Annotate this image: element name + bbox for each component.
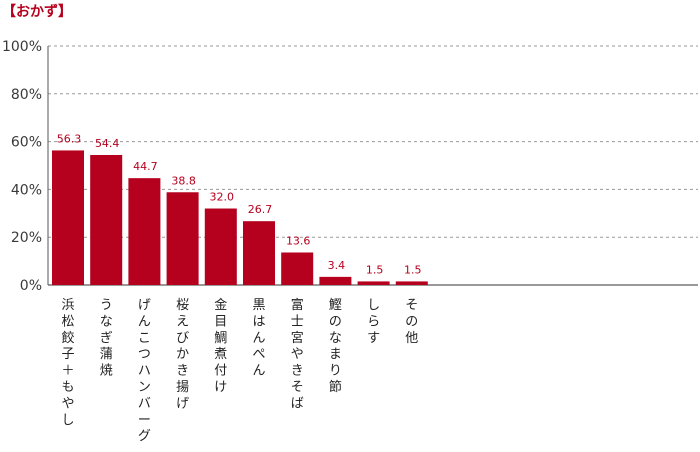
- category-label: うなぎ蒲焼: [100, 298, 113, 379]
- y-axis: 0% 20% 40% 60% 80% 100%: [2, 39, 698, 294]
- y-tick-label: 60%: [11, 135, 42, 151]
- data-label: 3.4: [328, 259, 346, 272]
- data-label: 13.6: [286, 234, 311, 247]
- grid-lines: [48, 45, 698, 238]
- chart-title: 【おかず】: [2, 4, 72, 20]
- data-label: 1.5: [404, 263, 422, 276]
- data-label: 56.3: [57, 132, 82, 145]
- data-label: 44.7: [133, 160, 158, 173]
- bar: [204, 208, 237, 285]
- y-tick-label: 100%: [2, 39, 42, 55]
- y-tick-label: 80%: [11, 87, 42, 103]
- category-label: 金目鯛煮付け: [214, 297, 227, 395]
- bar: [243, 221, 275, 285]
- bar: [128, 178, 161, 285]
- category-label: その他: [405, 298, 418, 346]
- bar: [90, 154, 123, 285]
- category-label: しらす: [367, 298, 380, 346]
- bar: [52, 150, 84, 285]
- category-label: 富士宮やきそば: [291, 297, 304, 411]
- category-label: 黒はんぺん: [252, 298, 265, 379]
- bar: [357, 281, 390, 285]
- bar: [319, 276, 352, 285]
- data-label: 1.5: [366, 263, 384, 276]
- category-label: 浜松餃子＋もやし: [61, 298, 74, 428]
- data-label: 38.8: [171, 174, 196, 187]
- data-labels: 56.3 54.4 44.7 38.8 32.0 26.7 13.6 3.4 1.5 1.5: [57, 132, 422, 276]
- data-label: 54.4: [95, 137, 120, 150]
- y-tick-label: 0%: [20, 278, 42, 294]
- bar: [166, 192, 199, 285]
- data-label: 26.7: [248, 203, 273, 216]
- category-label: 鰹のなまり節: [329, 298, 342, 395]
- category-labels: 浜松餃子＋もやし うなぎ蒲焼 げんこつハンバーグ 桜えびかき揚げ 金目鯛煮付け 黒はんぺん…: [61, 297, 418, 444]
- bar: [395, 281, 428, 285]
- y-tick-label: 40%: [11, 182, 42, 198]
- bar: [281, 252, 314, 285]
- data-label: 32.0: [210, 191, 235, 204]
- y-tick-label: 20%: [11, 230, 42, 246]
- category-label: げんこつハンバーグ: [138, 298, 151, 444]
- bars: [52, 150, 428, 285]
- category-label: 桜えびかき揚げ: [176, 298, 189, 411]
